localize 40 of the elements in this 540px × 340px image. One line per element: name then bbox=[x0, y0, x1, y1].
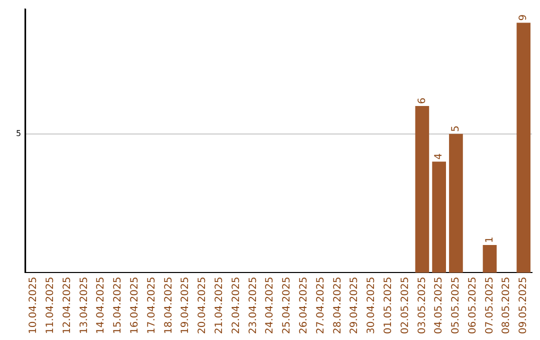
x-tick-label: 10.04.2025 bbox=[28, 276, 40, 334]
x-tick-label: 29.04.2025 bbox=[349, 276, 360, 334]
x-tick-label: 23.04.2025 bbox=[248, 276, 259, 334]
x-tick-label: 16.04.2025 bbox=[130, 276, 141, 334]
data-label: 4 bbox=[434, 153, 445, 160]
x-tick-label: 08.05.2025 bbox=[501, 276, 512, 334]
x-tick-label: 11.04.2025 bbox=[45, 276, 56, 334]
bar bbox=[449, 134, 463, 273]
bar bbox=[516, 22, 530, 273]
x-tick-label: 27.04.2025 bbox=[315, 276, 326, 334]
x-tick-label: 15.04.2025 bbox=[112, 276, 124, 334]
x-tick-label: 19.04.2025 bbox=[180, 276, 192, 334]
x-tick-label: 20.04.2025 bbox=[197, 276, 208, 334]
x-tick-label: 18.04.2025 bbox=[163, 276, 174, 334]
x-tick-label: 21.04.2025 bbox=[214, 276, 225, 334]
x-tick-label: 30.04.2025 bbox=[366, 276, 378, 334]
x-tick-label: 22.04.2025 bbox=[230, 276, 242, 334]
bar bbox=[482, 244, 497, 273]
x-tick-label: 24.04.2025 bbox=[264, 276, 276, 334]
bar bbox=[432, 162, 446, 273]
x-tick-label: 28.04.2025 bbox=[332, 276, 344, 334]
bar bbox=[415, 106, 430, 273]
x-tick-label: 17.04.2025 bbox=[146, 276, 158, 334]
data-label: 1 bbox=[484, 236, 496, 243]
data-label: 6 bbox=[416, 98, 428, 104]
x-tick-label: 13.04.2025 bbox=[78, 276, 90, 334]
x-tick-label: 04.05.2025 bbox=[434, 276, 445, 334]
x-tick-label: 06.05.2025 bbox=[467, 276, 478, 334]
x-tick-label: 07.05.2025 bbox=[484, 276, 496, 334]
x-tick-label: 02.05.2025 bbox=[400, 276, 411, 334]
x-tick-label: 03.05.2025 bbox=[416, 276, 428, 334]
data-label: 5 bbox=[450, 125, 462, 132]
x-tick-label: 26.04.2025 bbox=[298, 276, 310, 334]
x-tick-label: 05.05.2025 bbox=[450, 276, 462, 334]
x-tick-label: 12.04.2025 bbox=[62, 276, 73, 334]
x-tick-label: 25.04.2025 bbox=[282, 276, 293, 334]
data-label: 9 bbox=[518, 14, 530, 21]
x-tick-label: 09.05.2025 bbox=[518, 276, 530, 334]
x-tick-label: 01.05.2025 bbox=[382, 276, 394, 334]
x-tick-label: 14.04.2025 bbox=[96, 276, 107, 334]
